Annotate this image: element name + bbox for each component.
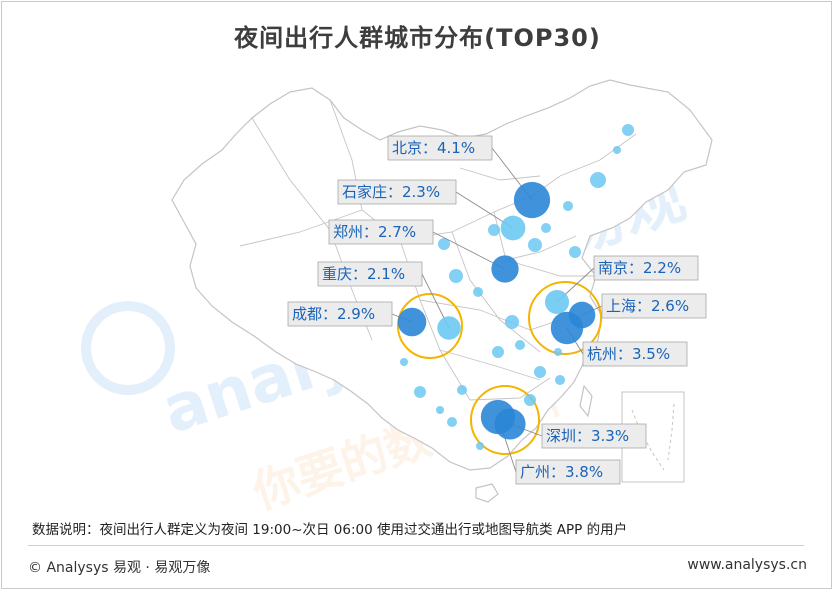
city-label-7: 上海：2.6% [606, 297, 689, 315]
city-bubble-10 [480, 399, 516, 435]
minor-bubble-5 [488, 224, 500, 236]
note-divider [28, 545, 804, 546]
city-label-2: 石家庄：2.3% [342, 183, 440, 201]
minor-bubble-4 [528, 238, 542, 252]
major-bubbles [397, 181, 596, 440]
minor-bubble-11 [534, 366, 546, 378]
minor-bubble-22 [613, 146, 621, 154]
minor-bubble-9 [492, 346, 504, 358]
south-sea-inset [621, 391, 685, 483]
city-label-box-5 [287, 301, 393, 327]
minor-bubble-24 [554, 348, 562, 356]
minor-bubble-13 [438, 238, 450, 250]
minor-bubble-20 [524, 394, 536, 406]
city-label-9: 深圳：3.3% [546, 427, 629, 445]
city-label-5: 成都：2.9% [292, 305, 375, 323]
minor-bubble-16 [436, 406, 444, 414]
minor-bubble-21 [541, 223, 551, 233]
city-bubble-5 [397, 307, 427, 337]
hainan-island [475, 483, 499, 503]
minor-bubble-6 [449, 269, 463, 283]
city-labels: 北京：4.1% 石家庄：2.3% 郑州：2.7% 重庆：2.1% 成都：2.9% 南京：2… [287, 135, 707, 485]
city-label-box-3 [328, 219, 434, 245]
city-label-box-9 [541, 423, 647, 449]
city-label-box-4 [317, 261, 423, 287]
city-bubble-4 [437, 316, 461, 340]
minor-bubble-8 [505, 315, 519, 329]
minor-bubble-2 [590, 172, 606, 188]
minor-bubble-1 [622, 124, 634, 136]
minor-bubble-14 [400, 358, 408, 366]
highlight-rings [397, 281, 602, 455]
highlight-ring-2 [528, 281, 602, 355]
china-boundary [171, 79, 713, 471]
minor-bubble-19 [476, 442, 484, 450]
city-label-box-8 [582, 341, 688, 367]
watermark-ring [81, 301, 175, 395]
minor-bubble-10 [515, 340, 525, 350]
city-label-6: 南京：2.2% [598, 259, 681, 277]
footer-copyright: © Analysys 易观 · 易观万像 [28, 560, 211, 576]
city-label-box-6 [593, 255, 699, 281]
city-label-box-10 [515, 459, 621, 485]
city-bubble-1 [513, 181, 551, 219]
city-bubble-2 [500, 215, 526, 241]
footer-url: www.analysys.cn [687, 557, 807, 573]
minor-bubble-3 [569, 246, 581, 258]
taiwan-island [579, 384, 593, 418]
city-bubble-6 [544, 289, 570, 315]
city-bubble-8 [550, 311, 584, 345]
minor-bubble-12 [555, 375, 565, 385]
chart-title: 夜间出行人群城市分布(TOP30) [234, 24, 601, 52]
minor-bubble-15 [414, 386, 426, 398]
minor-bubble-7 [473, 287, 483, 297]
city-label-box-2 [337, 179, 457, 205]
city-label-1: 北京：4.1% [392, 139, 475, 157]
inset-dashes [631, 403, 675, 471]
minor-bubble-17 [457, 385, 467, 395]
city-label-4: 重庆：2.1% [322, 265, 405, 283]
city-label-box-7 [601, 293, 707, 319]
city-label-8: 杭州：3.5% [587, 345, 670, 363]
highlight-ring-1 [397, 293, 463, 359]
city-label-box-1 [387, 135, 493, 161]
minor-bubble-18 [447, 417, 457, 427]
highlight-ring-3 [470, 385, 540, 455]
minor-bubble-23 [563, 201, 573, 211]
city-bubble-3 [491, 255, 519, 283]
city-label-3: 郑州：2.7% [333, 223, 416, 241]
minor-bubbles [400, 124, 634, 450]
city-label-10: 广州：3.8% [520, 463, 603, 481]
data-note: 数据说明：夜间出行人群定义为夜间 19:00~次日 06:00 使用过交通出行或… [32, 522, 628, 538]
